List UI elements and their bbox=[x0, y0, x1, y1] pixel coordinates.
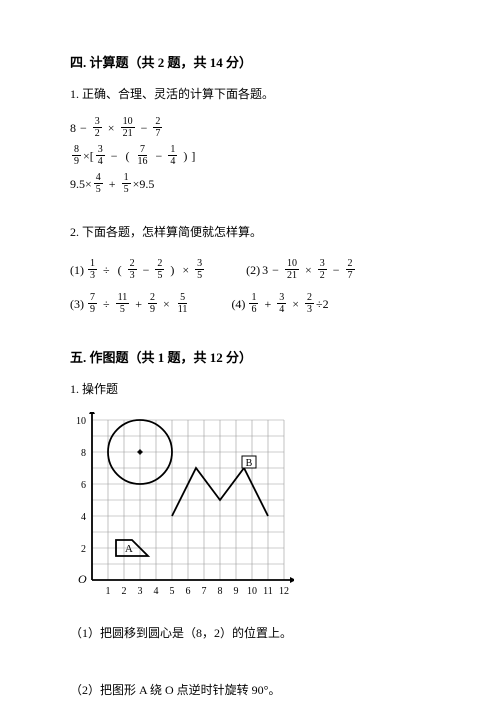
svg-text:10: 10 bbox=[76, 416, 86, 427]
q2-i2: (2) 3−1021×32−27 bbox=[246, 259, 356, 281]
svg-text:1: 1 bbox=[106, 586, 111, 597]
q2-i4: (4) 16+34×23÷2 bbox=[231, 293, 328, 315]
q1-exprs: 8−32×1021−27 89×[34−(716−14)] 9.5×45+15×… bbox=[70, 117, 445, 195]
svg-text:9: 9 bbox=[234, 586, 239, 597]
q2-i3: (3) 79÷115+29×511 bbox=[70, 293, 191, 315]
q2-i1: (1) 13÷(23−25)×35 bbox=[70, 259, 206, 281]
sub2: （2）把图形 A 绕 O 点逆时针旋转 90°。 bbox=[70, 681, 445, 698]
q2-stem: 2. 下面各题，怎样算简便就怎样算。 bbox=[70, 223, 445, 241]
grid-figure: O123456789101112246810AB bbox=[66, 412, 445, 606]
svg-text:3: 3 bbox=[138, 586, 143, 597]
svg-text:7: 7 bbox=[202, 586, 207, 597]
svg-text:6: 6 bbox=[186, 586, 191, 597]
q1-stem: 1. 正确、合理、灵活的计算下面各题。 bbox=[70, 85, 445, 103]
svg-text:5: 5 bbox=[170, 586, 175, 597]
svg-text:B: B bbox=[246, 458, 253, 469]
q1-expr-c: 9.5×45+15×9.5 bbox=[70, 173, 445, 195]
svg-text:O: O bbox=[78, 572, 87, 586]
q1-expr-a: 8−32×1021−27 bbox=[70, 117, 445, 139]
svg-text:4: 4 bbox=[81, 512, 86, 523]
section5-title: 五. 作图题（共 1 题，共 12 分） bbox=[70, 347, 445, 366]
grid-svg: O123456789101112246810AB bbox=[66, 412, 294, 602]
svg-text:A: A bbox=[125, 543, 133, 555]
svg-text:4: 4 bbox=[154, 586, 159, 597]
svg-text:2: 2 bbox=[122, 586, 127, 597]
svg-text:10: 10 bbox=[247, 586, 257, 597]
q2-items: (1) 13÷(23−25)×35 (2) 3−1021×32−27 (3) 7… bbox=[70, 255, 445, 319]
sub1: （1）把圆移到圆心是（8，2）的位置上。 bbox=[70, 624, 445, 641]
page: 四. 计算题（共 2 题，共 14 分） 1. 正确、合理、灵活的计算下面各题。… bbox=[0, 0, 500, 707]
svg-text:8: 8 bbox=[81, 448, 86, 459]
q5-1-stem: 1. 操作题 bbox=[70, 380, 445, 398]
svg-text:12: 12 bbox=[279, 586, 289, 597]
svg-text:6: 6 bbox=[81, 480, 86, 491]
svg-text:11: 11 bbox=[263, 586, 273, 597]
section4-title: 四. 计算题（共 2 题，共 14 分） bbox=[70, 52, 445, 71]
svg-text:8: 8 bbox=[218, 586, 223, 597]
svg-text:2: 2 bbox=[81, 544, 86, 555]
q1-expr-b: 89×[34−(716−14)] bbox=[70, 145, 445, 167]
